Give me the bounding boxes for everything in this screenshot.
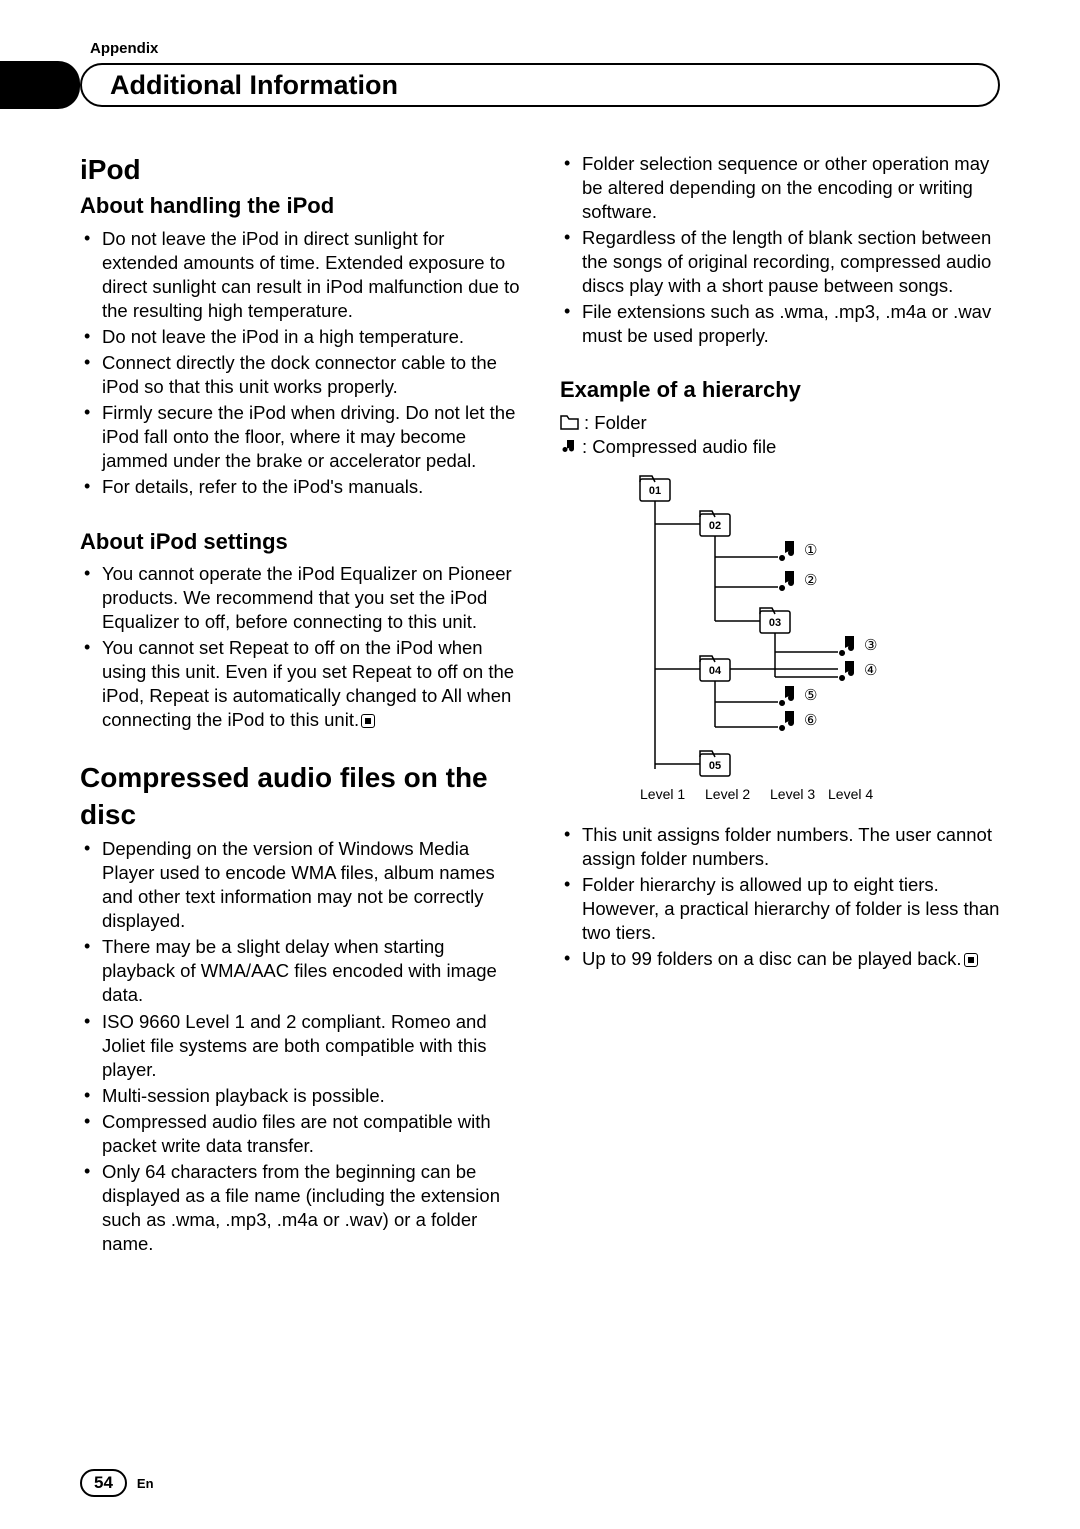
heading-ipod: iPod	[80, 152, 520, 188]
heading-handling: About handling the iPod	[80, 192, 520, 221]
list-item: Do not leave the iPod in direct sunlight…	[80, 227, 520, 323]
legend-file-text: : Compressed audio file	[582, 435, 776, 459]
list-item: ISO 9660 Level 1 and 2 compliant. Romeo …	[80, 1010, 520, 1082]
list-item: Firmly secure the iPod when driving. Do …	[80, 401, 520, 473]
list-item: There may be a slight delay when startin…	[80, 935, 520, 1007]
list-item: File extensions such as .wma, .mp3, .m4a…	[560, 300, 1000, 348]
svg-text:②: ②	[804, 572, 817, 589]
appendix-label: Appendix	[90, 40, 1000, 57]
heading-settings: About iPod settings	[80, 528, 520, 557]
content-columns: iPod About handling the iPod Do not leav…	[80, 152, 1000, 1284]
list-item: Up to 99 folders on a disc can be played…	[560, 947, 1000, 971]
svg-text:①: ①	[804, 542, 817, 559]
section-header: Additional Information	[80, 63, 1000, 107]
header-tab	[0, 61, 80, 109]
svg-text:05: 05	[709, 760, 721, 772]
page-footer: 54 En	[80, 1469, 154, 1497]
note-icon	[560, 438, 578, 456]
list-item: Connect directly the dock connector cabl…	[80, 351, 520, 399]
list-item: Folder selection sequence or other opera…	[560, 152, 1000, 224]
legend-folder-text: : Folder	[584, 411, 647, 435]
svg-text:03: 03	[769, 617, 781, 629]
legend-file-row: : Compressed audio file	[560, 435, 1000, 459]
hierarchy-legend: : Folder : Compressed audio file	[560, 411, 1000, 459]
svg-text:Level 3: Level 3	[770, 786, 815, 802]
heading-hierarchy: Example of a hierarchy	[560, 376, 1000, 405]
list-item: Folder hierarchy is allowed up to eight …	[560, 873, 1000, 945]
left-column: iPod About handling the iPod Do not leav…	[80, 152, 520, 1284]
hierarchy-diagram: 01 02 03 04 05 ① ② ③ ④ ⑤ ⑥ Level 1 Level 2 Level 3 Lev…	[600, 469, 1000, 815]
hierarchy-svg: 01 02 03 04 05 ① ② ③ ④ ⑤ ⑥ Level 1 Level 2 Level 3 Lev…	[600, 469, 900, 809]
svg-text:01: 01	[649, 485, 661, 497]
svg-text:Level 2: Level 2	[705, 786, 750, 802]
page-lang: En	[137, 1476, 154, 1491]
svg-text:02: 02	[709, 520, 721, 532]
list-item: For details, refer to the iPod's manuals…	[80, 475, 520, 499]
list-item: Do not leave the iPod in a high temperat…	[80, 325, 520, 349]
list-item: Depending on the version of Windows Medi…	[80, 837, 520, 933]
heading-compressed: Compressed audio files on the disc	[80, 760, 520, 833]
list-item: Multi-session playback is possible.	[80, 1084, 520, 1108]
legend-folder-row: : Folder	[560, 411, 1000, 435]
svg-text:Level 4: Level 4	[828, 786, 873, 802]
hierarchy-list: This unit assigns folder numbers. The us…	[560, 823, 1000, 971]
right-column: Folder selection sequence or other opera…	[560, 152, 1000, 1284]
settings-list: You cannot operate the iPod Equalizer on…	[80, 562, 520, 732]
folder-icon	[560, 415, 580, 431]
compressed-list: Depending on the version of Windows Medi…	[80, 837, 520, 1256]
svg-text:04: 04	[709, 665, 722, 677]
end-mark-icon	[964, 953, 978, 967]
handling-list: Do not leave the iPod in direct sunlight…	[80, 227, 520, 500]
list-item: Only 64 characters from the beginning ca…	[80, 1160, 520, 1256]
svg-text:④: ④	[864, 662, 877, 679]
svg-text:③: ③	[864, 637, 877, 654]
svg-text:⑤: ⑤	[804, 687, 817, 704]
header-bubble: Additional Information	[80, 63, 1000, 107]
svg-text:⑥: ⑥	[804, 712, 817, 729]
header-title: Additional Information	[110, 70, 398, 101]
svg-text:Level 1: Level 1	[640, 786, 685, 802]
page-number: 54	[80, 1469, 127, 1497]
list-item: This unit assigns folder numbers. The us…	[560, 823, 1000, 871]
end-mark-icon	[361, 714, 375, 728]
list-item: Regardless of the length of blank sectio…	[560, 226, 1000, 298]
right-top-list: Folder selection sequence or other opera…	[560, 152, 1000, 348]
list-item: You cannot operate the iPod Equalizer on…	[80, 562, 520, 634]
list-item: You cannot set Repeat to off on the iPod…	[80, 636, 520, 732]
list-item: Compressed audio files are not compatibl…	[80, 1110, 520, 1158]
